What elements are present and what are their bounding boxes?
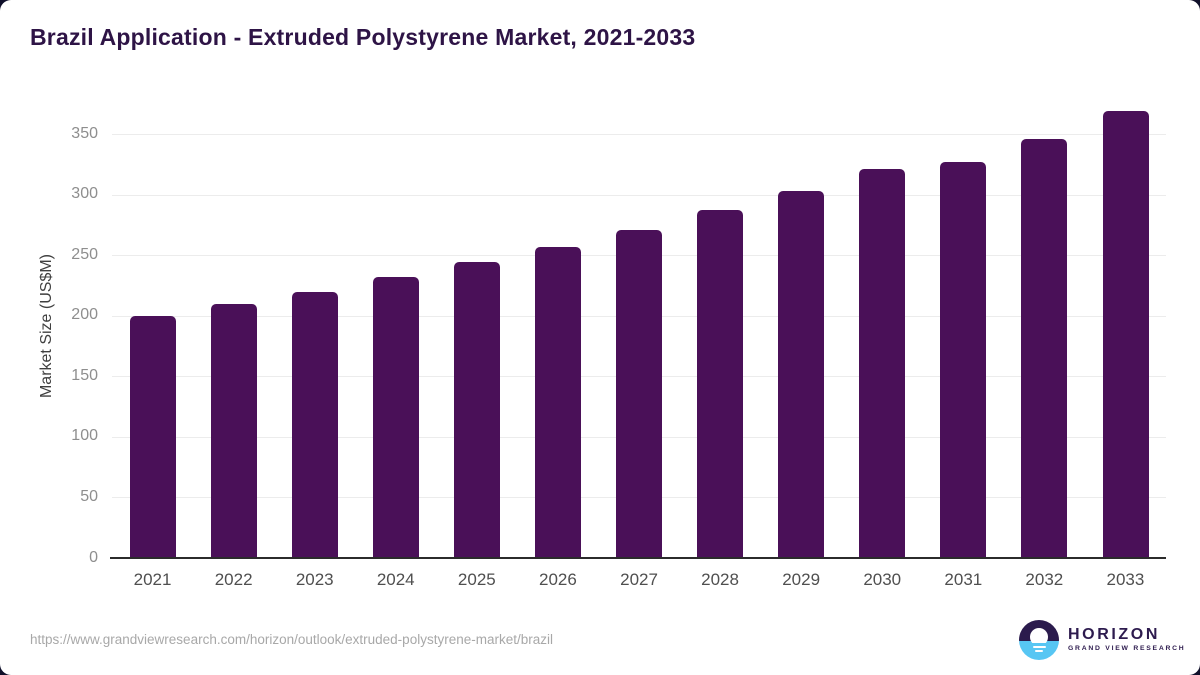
ytick-label-350: 350 bbox=[71, 124, 98, 142]
ytick-label-300: 300 bbox=[71, 185, 98, 203]
bar-2032[interactable] bbox=[1021, 138, 1068, 558]
bar-2031[interactable] bbox=[940, 161, 987, 558]
source-url: https://www.grandviewresearch.com/horizo… bbox=[30, 632, 553, 647]
bar-2028[interactable] bbox=[697, 210, 744, 558]
logo-horizon-line bbox=[1025, 642, 1053, 646]
bar-2025[interactable] bbox=[453, 262, 500, 558]
logo-reflection-line-1 bbox=[1032, 645, 1046, 648]
ytick-label-50: 50 bbox=[80, 487, 98, 505]
xtick-label-2031: 2031 bbox=[944, 570, 983, 589]
xtick-label-2033: 2033 bbox=[1106, 570, 1145, 589]
logo-text: HORIZON GRAND VIEW RESEARCH bbox=[1068, 627, 1185, 653]
xtick-label-2022: 2022 bbox=[214, 570, 253, 589]
bar-2024[interactable] bbox=[372, 276, 419, 558]
logo-name: HORIZON bbox=[1068, 626, 1160, 644]
xtick-label-2021: 2021 bbox=[133, 570, 172, 589]
xtick-label-2026: 2026 bbox=[539, 570, 577, 589]
ytick-label-0: 0 bbox=[89, 548, 98, 566]
ytick-label-250: 250 bbox=[71, 245, 98, 263]
bar-2022[interactable] bbox=[210, 303, 257, 558]
x-axis-line bbox=[110, 557, 1166, 559]
bar-2021[interactable] bbox=[129, 315, 176, 558]
ytick-label-150: 150 bbox=[71, 366, 98, 384]
horizon-logo: HORIZON GRAND VIEW RESEARCH bbox=[1019, 620, 1185, 660]
bar-2026[interactable] bbox=[534, 246, 581, 558]
xtick-label-2028: 2028 bbox=[701, 570, 739, 589]
xtick-label-2032: 2032 bbox=[1025, 570, 1064, 589]
bar-2027[interactable] bbox=[616, 229, 662, 558]
xtick-label-2024: 2024 bbox=[376, 570, 415, 589]
bar-2033[interactable] bbox=[1102, 111, 1149, 558]
ytick-label-100: 100 bbox=[71, 427, 98, 445]
logo-reflection-line-2 bbox=[1035, 650, 1043, 652]
gridline-300 bbox=[112, 194, 1166, 196]
gridline-350 bbox=[112, 134, 1166, 135]
bar-2029[interactable] bbox=[778, 190, 825, 558]
xtick-label-2029: 2029 bbox=[782, 570, 821, 589]
logo-sun bbox=[1030, 628, 1048, 646]
xtick-label-2025: 2025 bbox=[457, 570, 496, 589]
ytick-label-200: 200 bbox=[71, 306, 98, 324]
xtick-label-2023: 2023 bbox=[295, 570, 334, 589]
xtick-label-2030: 2030 bbox=[863, 570, 902, 589]
logo-subtitle: GRAND VIEW RESEARCH bbox=[1068, 645, 1186, 653]
chart-title: Brazil Application - Extruded Polystyren… bbox=[30, 24, 696, 50]
bar-2023[interactable] bbox=[291, 291, 338, 558]
horizon-sunrise-icon bbox=[1019, 620, 1059, 660]
bar-2030[interactable] bbox=[859, 169, 906, 558]
xtick-label-2027: 2027 bbox=[620, 570, 658, 589]
